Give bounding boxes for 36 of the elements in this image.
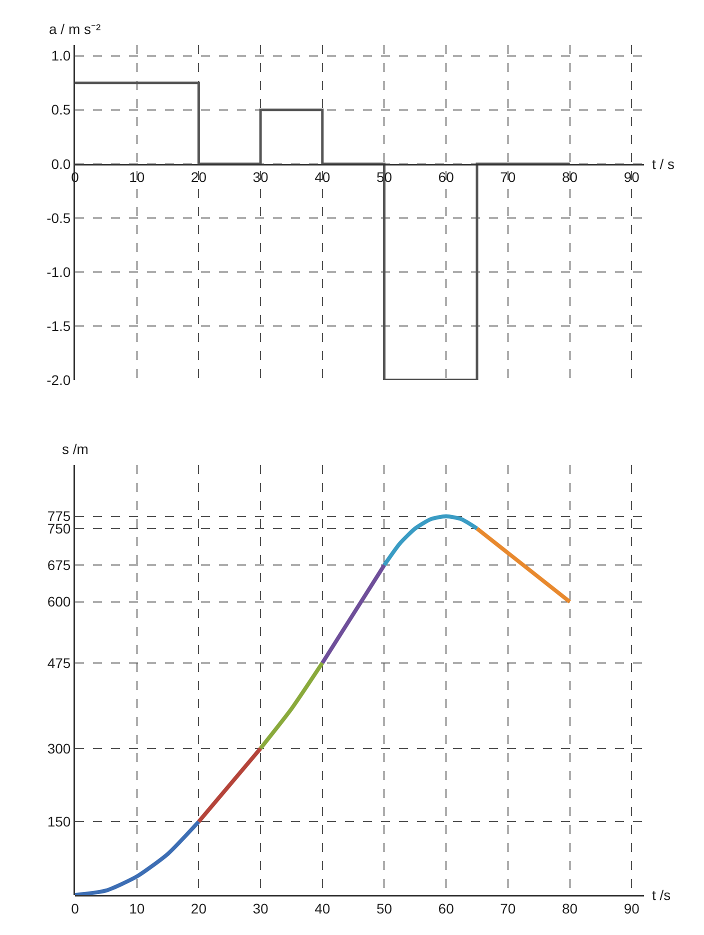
x-tick-label: 70 [500,169,516,186]
y-tick-label: -1.5 [46,318,71,334]
line-series [75,820,201,895]
x-tick-label: 10 [129,900,145,916]
y-tick-label: -1.0 [46,264,71,280]
x-tick-label: 40 [314,900,330,916]
x-axis-title: t / s [652,156,675,172]
y-tick-label: 0.5 [51,102,71,118]
y-tick-label: 300 [47,740,71,756]
y-axis-title: a / m s⁻² [49,21,102,37]
line-series [382,514,480,568]
x-tick-label: 60 [438,169,454,186]
y-tick-label: 475 [47,654,71,671]
x-tick-label: 0 [71,900,80,916]
x-tick-label: 90 [624,900,640,916]
x-tick-label: 30 [252,900,269,916]
y-tick-label: -2.0 [46,372,71,388]
x-tick-label: 10 [129,169,145,186]
x-tick-label: 70 [500,900,516,916]
x-tick-label: 60 [438,900,454,916]
x-tick-label: 40 [314,169,330,186]
x-tick-label: 20 [190,900,207,916]
x-tick-label: 80 [562,900,578,916]
y-tick-label: 1.0 [51,48,71,64]
x-tick-label: 30 [252,169,269,186]
y-tick-label: 675 [47,557,71,574]
x-tick-label: 20 [190,169,207,186]
x-tick-label: 80 [562,169,578,186]
y-tick-label: 0.0 [51,156,71,172]
y-tick-label: -0.5 [46,210,71,226]
x-axis-title: t /s [652,887,671,903]
y-tick-label: 150 [47,814,71,830]
y-axis-title: s /m [62,441,88,457]
x-tick-label: 50 [376,900,392,916]
y-tick-label: 600 [47,594,71,610]
x-tick-label: 90 [624,169,640,186]
